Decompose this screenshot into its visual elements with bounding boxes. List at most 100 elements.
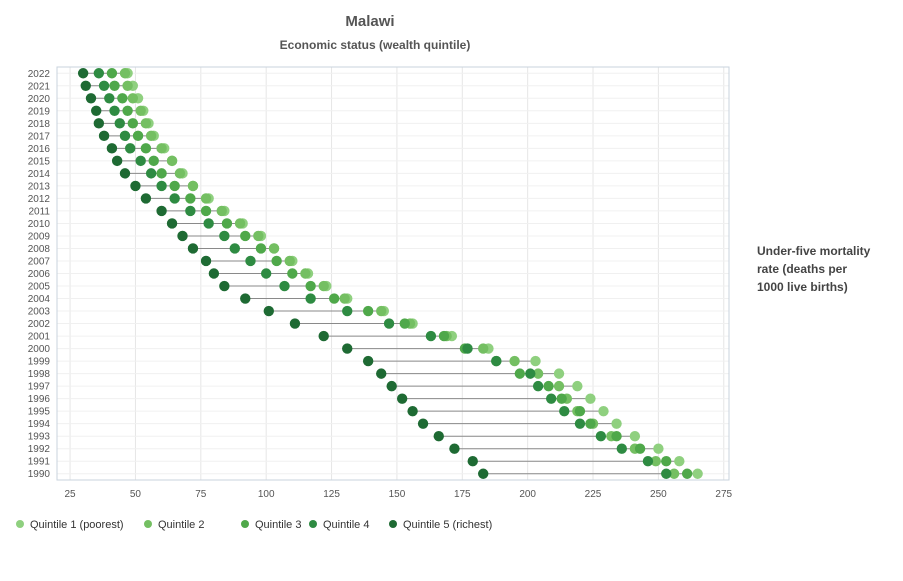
point-1 <box>156 143 167 154</box>
side-label-line-1: Under-five mortality <box>757 244 871 258</box>
point-3 <box>135 155 146 167</box>
point-1 <box>268 243 280 254</box>
gridlines <box>57 67 729 480</box>
point-4 <box>119 168 131 179</box>
point-4 <box>219 280 230 292</box>
point-4 <box>98 130 110 142</box>
point-1 <box>127 93 139 104</box>
point-1 <box>174 168 186 179</box>
point-1 <box>668 468 680 479</box>
point-0 <box>674 456 685 467</box>
point-4 <box>93 118 105 129</box>
point-3 <box>545 393 557 404</box>
point-4 <box>478 468 489 479</box>
point-3 <box>145 168 157 179</box>
x-axis-labels: 25 50 75 100 125 150 175 200 225 250 275 <box>65 489 733 500</box>
point-0 <box>530 355 541 367</box>
x-tick-label: 75 <box>195 489 207 500</box>
point-0 <box>611 418 622 429</box>
point-2 <box>132 130 144 142</box>
point-3 <box>595 430 607 442</box>
point-1 <box>166 155 178 167</box>
y-tick-label: 2017 <box>28 131 51 142</box>
point-1 <box>234 218 246 229</box>
legend-label: Quintile 5 (richest) <box>403 519 492 531</box>
point-4 <box>111 155 123 167</box>
point-3 <box>219 230 230 242</box>
point-3 <box>661 468 672 479</box>
chart-subtitle: Economic status (wealth quintile) <box>280 38 471 52</box>
point-4 <box>342 343 353 354</box>
point-3 <box>642 456 654 467</box>
point-4 <box>91 105 102 117</box>
point-2 <box>585 418 596 429</box>
point-1 <box>339 293 350 304</box>
x-tick-label: 125 <box>323 489 340 500</box>
point-4 <box>130 180 141 192</box>
point-2 <box>200 205 212 217</box>
x-tick-label: 250 <box>650 489 667 500</box>
point-1 <box>478 343 489 354</box>
point-1 <box>318 280 329 292</box>
point-2 <box>106 68 118 79</box>
point-2 <box>148 155 159 167</box>
point-2 <box>127 118 139 129</box>
point-3 <box>156 180 167 192</box>
legend-marker <box>144 520 152 528</box>
legend-marker <box>241 520 249 528</box>
point-4 <box>177 230 188 242</box>
point-3 <box>169 193 180 204</box>
y-tick-label: 1992 <box>28 444 51 455</box>
point-2 <box>328 293 340 304</box>
point-2 <box>271 255 282 267</box>
y-tick-label: 2020 <box>28 94 51 105</box>
point-3 <box>616 443 627 454</box>
legend-label: Quintile 3 <box>255 519 301 531</box>
y-tick-label: 2009 <box>28 231 51 242</box>
y-tick-label: 2013 <box>28 181 51 192</box>
point-1 <box>253 230 264 242</box>
y-tick-label: 1996 <box>28 394 51 405</box>
y-tick-label: 2003 <box>28 307 51 318</box>
point-4 <box>449 443 460 454</box>
point-4 <box>140 193 152 204</box>
point-4 <box>289 318 301 329</box>
y-tick-label: 1990 <box>28 469 51 480</box>
point-4 <box>362 355 374 367</box>
point-2 <box>611 430 622 442</box>
point-4 <box>106 143 118 154</box>
point-4 <box>318 330 329 342</box>
point-0 <box>553 368 565 379</box>
point-4 <box>80 80 91 91</box>
point-3 <box>229 243 241 254</box>
point-3 <box>532 380 544 392</box>
point-4 <box>417 418 429 429</box>
point-2 <box>438 330 450 342</box>
legend-marker <box>309 520 317 528</box>
point-1 <box>509 355 520 367</box>
point-2 <box>240 230 251 242</box>
point-1 <box>119 68 131 79</box>
point-0 <box>629 430 641 442</box>
point-1 <box>200 193 212 204</box>
point-4 <box>156 205 167 217</box>
y-tick-label: 1998 <box>28 369 51 380</box>
point-2 <box>574 405 586 417</box>
y-tick-label: 1999 <box>28 357 51 368</box>
point-2 <box>362 305 374 317</box>
y-tick-label: 2006 <box>28 269 51 280</box>
point-3 <box>305 293 316 304</box>
point-3 <box>114 118 125 129</box>
point-1 <box>122 80 133 91</box>
legend-label: Quintile 2 <box>158 519 204 531</box>
point-2 <box>109 80 120 91</box>
y-tick-label: 2014 <box>28 169 51 180</box>
y-tick-label: 2001 <box>28 332 51 343</box>
x-tick-label: 175 <box>454 489 471 500</box>
y-tick-label: 2012 <box>28 194 51 205</box>
point-3 <box>491 355 502 367</box>
x-tick-label: 200 <box>519 489 536 500</box>
point-3 <box>119 130 131 142</box>
x-tick-label: 225 <box>585 489 602 500</box>
